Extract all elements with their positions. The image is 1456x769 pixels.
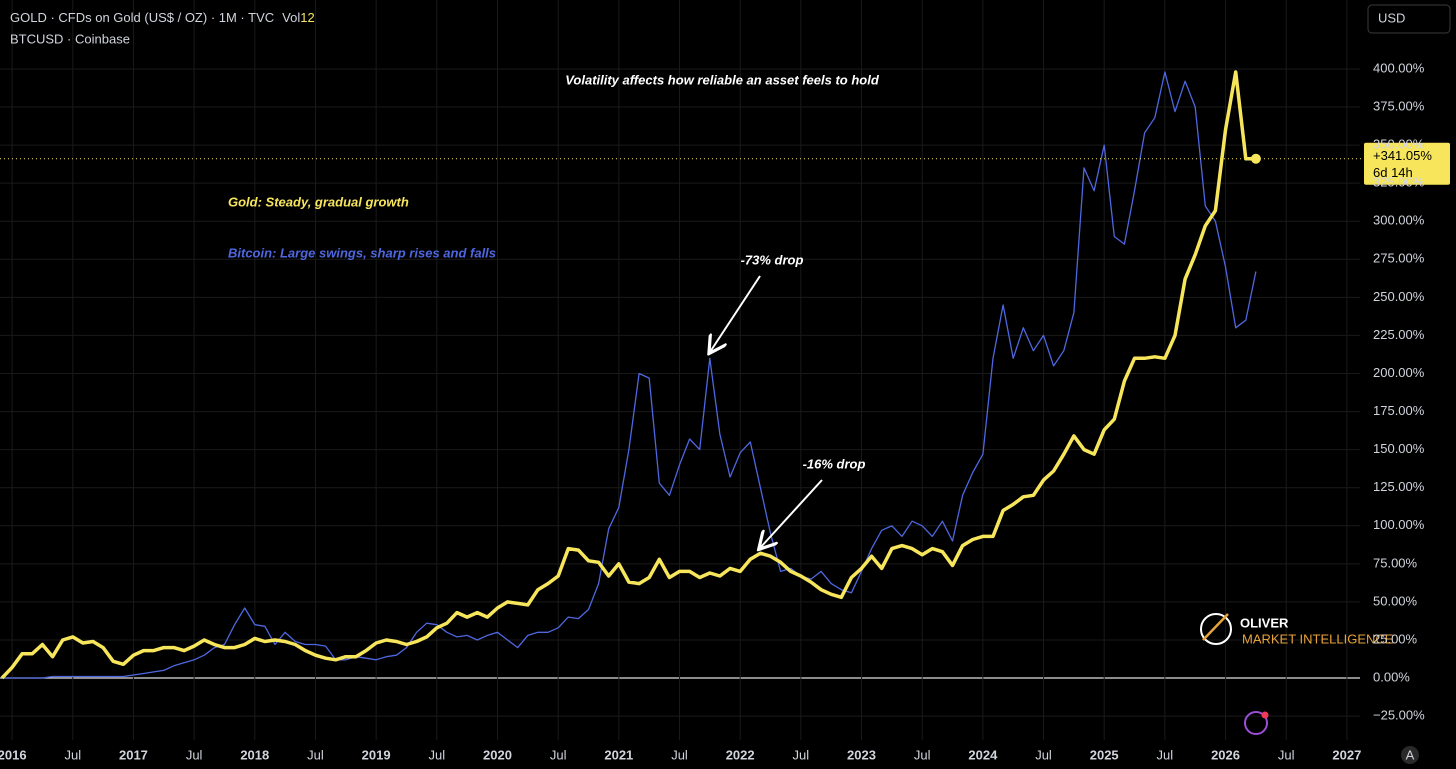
gold-drop-label: -16% drop xyxy=(803,456,866,471)
x-tick-label: 2023 xyxy=(847,747,876,762)
gold-annotation: Gold: Steady, gradual growth xyxy=(228,194,409,209)
x-tick-label: Jul xyxy=(1035,747,1052,762)
vol-label: Vol xyxy=(282,10,300,25)
arrow xyxy=(760,479,823,548)
x-tick-label: 2021 xyxy=(604,747,633,762)
y-tick-label: 100.00% xyxy=(1373,517,1425,532)
plot-area xyxy=(0,70,1261,680)
x-tick-label: 2019 xyxy=(362,747,391,762)
symbol-info: GOLD · CFDs on Gold (US$ / OZ) · 1M · TV… xyxy=(10,10,315,25)
x-tick-label: Jul xyxy=(429,747,446,762)
series-line xyxy=(0,70,1256,680)
x-tick-label: 2017 xyxy=(119,747,148,762)
y-tick-label: 300.00% xyxy=(1373,213,1425,228)
symbol: GOLD · CFDs on Gold (US$ / OZ) · 1M · TV… xyxy=(10,10,274,25)
y-tick-label: 350.00% xyxy=(1373,137,1425,152)
x-tick-label: 2022 xyxy=(726,747,755,762)
x-tick-label: Jul xyxy=(914,747,931,762)
y-tick-label: −25.00% xyxy=(1373,708,1425,723)
y-tick-label: 275.00% xyxy=(1373,251,1425,266)
arrow xyxy=(710,275,761,352)
y-tick-label: 325.00% xyxy=(1373,175,1425,190)
y-tick-label: 50.00% xyxy=(1373,593,1418,608)
series-line xyxy=(2,71,1257,679)
x-tick-label: 2016 xyxy=(0,747,27,762)
logo: OLIVER MARKET INTELLIGENCE xyxy=(1200,613,1394,646)
x-tick-label: Jul xyxy=(671,747,688,762)
x-tick-label: Jul xyxy=(186,747,203,762)
x-tick-label: Jul xyxy=(307,747,324,762)
y-tick-label: 200.00% xyxy=(1373,365,1425,380)
x-tick-label: Jul xyxy=(550,747,567,762)
x-tick-label: 2026 xyxy=(1211,747,1240,762)
x-tick-label: 2018 xyxy=(240,747,269,762)
last-point xyxy=(1250,153,1261,164)
x-tick-label: Jul xyxy=(793,747,810,762)
auto-label[interactable]: A xyxy=(1406,747,1415,762)
x-tick-label: Jul xyxy=(1157,747,1174,762)
last-value-box xyxy=(1364,142,1450,185)
y-tick-label: 125.00% xyxy=(1373,479,1425,494)
currency-button[interactable] xyxy=(1367,4,1451,34)
x-tick-label: 2024 xyxy=(968,747,998,762)
notification-dot xyxy=(1261,711,1269,719)
x-tick-label: 2020 xyxy=(483,747,512,762)
btc-drop-label: -73% drop xyxy=(741,252,804,267)
y-tick-label: 175.00% xyxy=(1373,403,1425,418)
last-value-label: +341.05% xyxy=(1373,148,1432,163)
y-tick-label: 250.00% xyxy=(1373,289,1425,304)
y-tick-label: 75.00% xyxy=(1373,555,1418,570)
logo-icon xyxy=(1202,613,1229,641)
y-tick-label: 150.00% xyxy=(1373,441,1425,456)
logo-name: OLIVER xyxy=(1240,615,1289,630)
x-tick-label: Jul xyxy=(64,747,81,762)
y-tick-label: 25.00% xyxy=(1373,631,1418,646)
bitcoin-annotation: Bitcoin: Large swings, sharp rises and f… xyxy=(228,245,496,260)
y-tick-label: 225.00% xyxy=(1373,327,1425,342)
logo-tagline: MARKET INTELLIGENCE xyxy=(1242,631,1394,646)
x-tick-label: Jul xyxy=(1278,747,1295,762)
vol-value: 12 xyxy=(300,10,314,25)
compare-symbol: BTCUSD · Coinbase xyxy=(10,31,130,46)
logo-icon xyxy=(1200,613,1232,645)
chart-title: Volatility affects how reliable an asset… xyxy=(565,72,880,87)
x-tick-label: 2027 xyxy=(1332,747,1361,762)
lightning-icon[interactable] xyxy=(1244,711,1268,735)
last-value: +341.05% 6d 14h xyxy=(0,142,1450,185)
x-tick-label: 2025 xyxy=(1090,747,1119,762)
currency-label[interactable]: USD xyxy=(1378,10,1405,25)
y-tick-label: 400.00% xyxy=(1373,60,1425,75)
auto-button[interactable] xyxy=(1401,746,1419,764)
countdown-label: 6d 14h xyxy=(1373,165,1413,180)
y-tick-label: 375.00% xyxy=(1373,98,1425,113)
y-tick-label: 0.00% xyxy=(1373,669,1410,684)
